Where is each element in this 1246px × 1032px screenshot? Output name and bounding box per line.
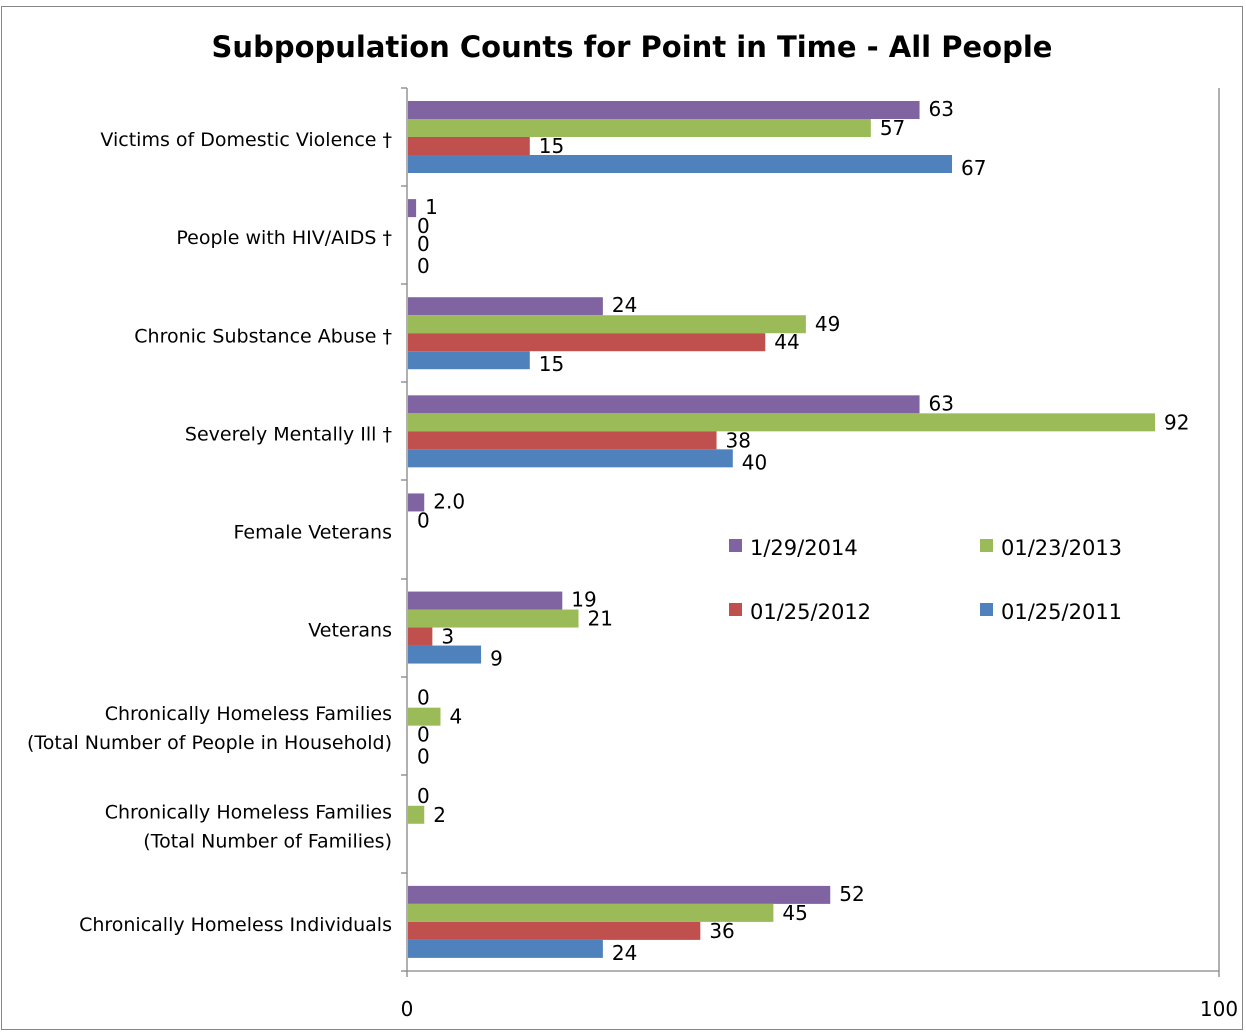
bar [408, 627, 433, 646]
bar [408, 297, 603, 316]
data-label: 52 [839, 882, 864, 906]
bar [408, 493, 425, 512]
legend-label: 01/25/2012 [750, 600, 871, 624]
category-label: (Total Number of People in Household) [27, 732, 392, 754]
data-label: 0 [417, 784, 430, 808]
bar [408, 449, 733, 468]
data-label: 38 [726, 428, 751, 452]
bar [408, 903, 774, 922]
bar [408, 333, 766, 352]
bar [408, 119, 871, 137]
data-label: 2.0 [433, 489, 465, 513]
data-label: 63 [929, 97, 954, 121]
bar [408, 351, 530, 370]
data-label: 0 [417, 723, 430, 747]
legend-swatch [980, 603, 993, 616]
bar [408, 431, 717, 450]
category-label: Severely Mentally Ill † [185, 423, 392, 445]
chart-title: Subpopulation Counts for Point in Time -… [212, 30, 1053, 64]
bar [408, 395, 920, 414]
category-label: (Total Number of Families) [143, 830, 392, 852]
data-label: 36 [709, 919, 734, 943]
category-label: People with HIV/AIDS † [176, 227, 392, 249]
legend-label: 1/29/2014 [750, 536, 858, 560]
data-label: 40 [742, 450, 767, 474]
data-label: 49 [815, 312, 840, 336]
data-label: 21 [588, 607, 613, 631]
data-label: 67 [961, 156, 986, 180]
x-tick-label: 0 [401, 997, 414, 1021]
bar [408, 591, 563, 610]
bar [408, 413, 1156, 432]
category-label: Veterans [308, 620, 392, 642]
bar [408, 315, 806, 334]
data-label: 57 [880, 116, 905, 140]
data-label: 15 [539, 134, 564, 158]
bar [408, 707, 441, 726]
legend: 1/29/2014 01/23/2013 01/25/2012 01/25/2011 [729, 536, 1122, 624]
bar [408, 101, 920, 119]
data-label: 24 [612, 941, 637, 965]
legend-swatch [729, 603, 742, 616]
data-label: 0 [417, 232, 430, 256]
data-label: 4 [449, 705, 462, 729]
data-label: 92 [1164, 410, 1189, 434]
chart-frame [1, 6, 1243, 1030]
x-tick-label: 100 [1200, 997, 1238, 1021]
category-label: Victims of Domestic Violence † [100, 129, 392, 151]
bar [408, 137, 530, 155]
data-label: 0 [417, 214, 430, 238]
bar [408, 645, 482, 664]
bar [408, 885, 831, 904]
data-label: 45 [782, 901, 807, 925]
legend-label: 01/25/2011 [1001, 600, 1122, 624]
bar [408, 805, 425, 824]
bar [408, 609, 579, 628]
category-label: Female Veterans [234, 522, 393, 544]
data-label: 63 [929, 391, 954, 415]
data-label: 0 [417, 508, 430, 532]
data-label: 19 [571, 588, 596, 612]
legend-label: 01/23/2013 [1001, 536, 1122, 560]
data-label: 0 [417, 745, 430, 769]
bar [408, 939, 603, 958]
data-label: 3 [441, 625, 454, 649]
data-label: 15 [539, 352, 564, 376]
bar [408, 199, 417, 218]
data-label: 44 [774, 330, 799, 354]
legend-swatch [980, 539, 993, 552]
category-label: Chronically Homeless Families [105, 801, 392, 823]
legend-swatch [729, 539, 742, 552]
bar [408, 155, 953, 173]
data-label: 9 [490, 647, 503, 671]
data-label: 24 [612, 293, 637, 317]
category-label: Chronically Homeless Individuals [79, 914, 392, 936]
category-label: Chronic Substance Abuse † [134, 325, 392, 347]
category-label: Chronically Homeless Families [105, 703, 392, 725]
data-label: 2 [433, 803, 446, 827]
bar [408, 921, 701, 940]
data-label: 0 [417, 686, 430, 710]
data-label: 0 [417, 254, 430, 278]
data-label: 1 [425, 195, 438, 219]
